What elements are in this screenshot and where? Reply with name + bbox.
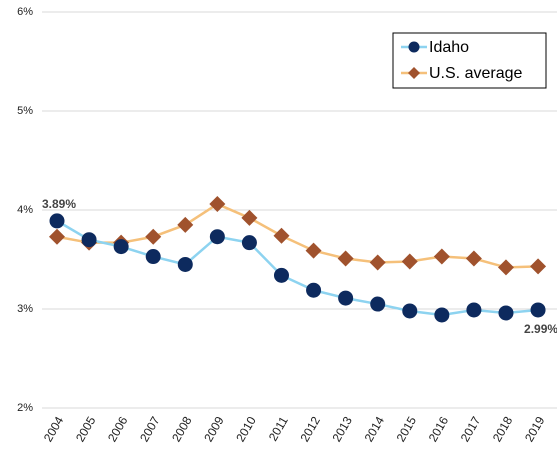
y-tick-label: 5% bbox=[17, 105, 33, 117]
legend-label: U.S. average bbox=[429, 65, 522, 82]
data-point bbox=[145, 228, 162, 245]
data-point bbox=[177, 216, 194, 233]
data-point bbox=[49, 228, 65, 245]
x-tick-label: 2016 bbox=[426, 414, 452, 444]
x-tick-label: 2007 bbox=[137, 414, 163, 444]
legend-box bbox=[392, 32, 547, 89]
data-point bbox=[49, 213, 65, 229]
x-tick-label: 2004 bbox=[41, 414, 67, 444]
data-point bbox=[530, 258, 547, 275]
data-point bbox=[81, 232, 97, 248]
y-tick-label: 2% bbox=[17, 402, 33, 414]
x-tick-label: 2019 bbox=[522, 414, 548, 444]
data-point bbox=[433, 248, 450, 265]
data-point bbox=[338, 290, 354, 306]
x-tick-label: 2017 bbox=[458, 414, 484, 444]
y-tick-label: 4% bbox=[17, 204, 33, 216]
data-point bbox=[209, 196, 226, 213]
data-point bbox=[401, 253, 418, 270]
data-point bbox=[273, 227, 290, 244]
x-tick-label: 2012 bbox=[297, 414, 323, 444]
x-tick-label: 2005 bbox=[73, 414, 99, 444]
series-line bbox=[56, 202, 539, 269]
data-point bbox=[434, 307, 450, 323]
x-tick-label: 2013 bbox=[329, 414, 355, 444]
data-point bbox=[273, 267, 289, 283]
data-point bbox=[241, 235, 257, 251]
data-point bbox=[402, 303, 418, 319]
x-tick-label: 2006 bbox=[105, 414, 131, 444]
x-tick-label: 2018 bbox=[490, 414, 516, 444]
data-point bbox=[498, 305, 514, 321]
data-point bbox=[369, 254, 386, 271]
legend-marker bbox=[408, 67, 420, 79]
data-point bbox=[177, 256, 193, 272]
data-point bbox=[530, 302, 546, 318]
x-tick-label: 2014 bbox=[362, 414, 388, 444]
series-line bbox=[56, 219, 539, 317]
data-point bbox=[370, 296, 386, 312]
data-point bbox=[337, 250, 354, 267]
data-point bbox=[241, 209, 258, 226]
data-point bbox=[209, 229, 225, 245]
data-point bbox=[306, 282, 322, 298]
data-point bbox=[497, 259, 514, 276]
data-point bbox=[465, 250, 482, 267]
data-label: 2.99% bbox=[524, 322, 557, 336]
data-point bbox=[113, 239, 129, 255]
data-point bbox=[305, 242, 322, 259]
y-tick-label: 6% bbox=[17, 6, 33, 18]
x-tick-label: 2015 bbox=[394, 414, 420, 444]
legend-label: Idaho bbox=[429, 39, 469, 56]
data-point bbox=[466, 302, 482, 318]
data-point bbox=[145, 249, 161, 265]
legend-marker bbox=[408, 41, 420, 53]
data-label: 3.89% bbox=[42, 197, 76, 211]
y-tick-label: 3% bbox=[17, 303, 33, 315]
x-tick-label: 2011 bbox=[266, 414, 291, 444]
x-tick-label: 2008 bbox=[169, 414, 195, 444]
x-tick-label: 2010 bbox=[233, 414, 259, 444]
x-tick-label: 2009 bbox=[201, 414, 227, 444]
